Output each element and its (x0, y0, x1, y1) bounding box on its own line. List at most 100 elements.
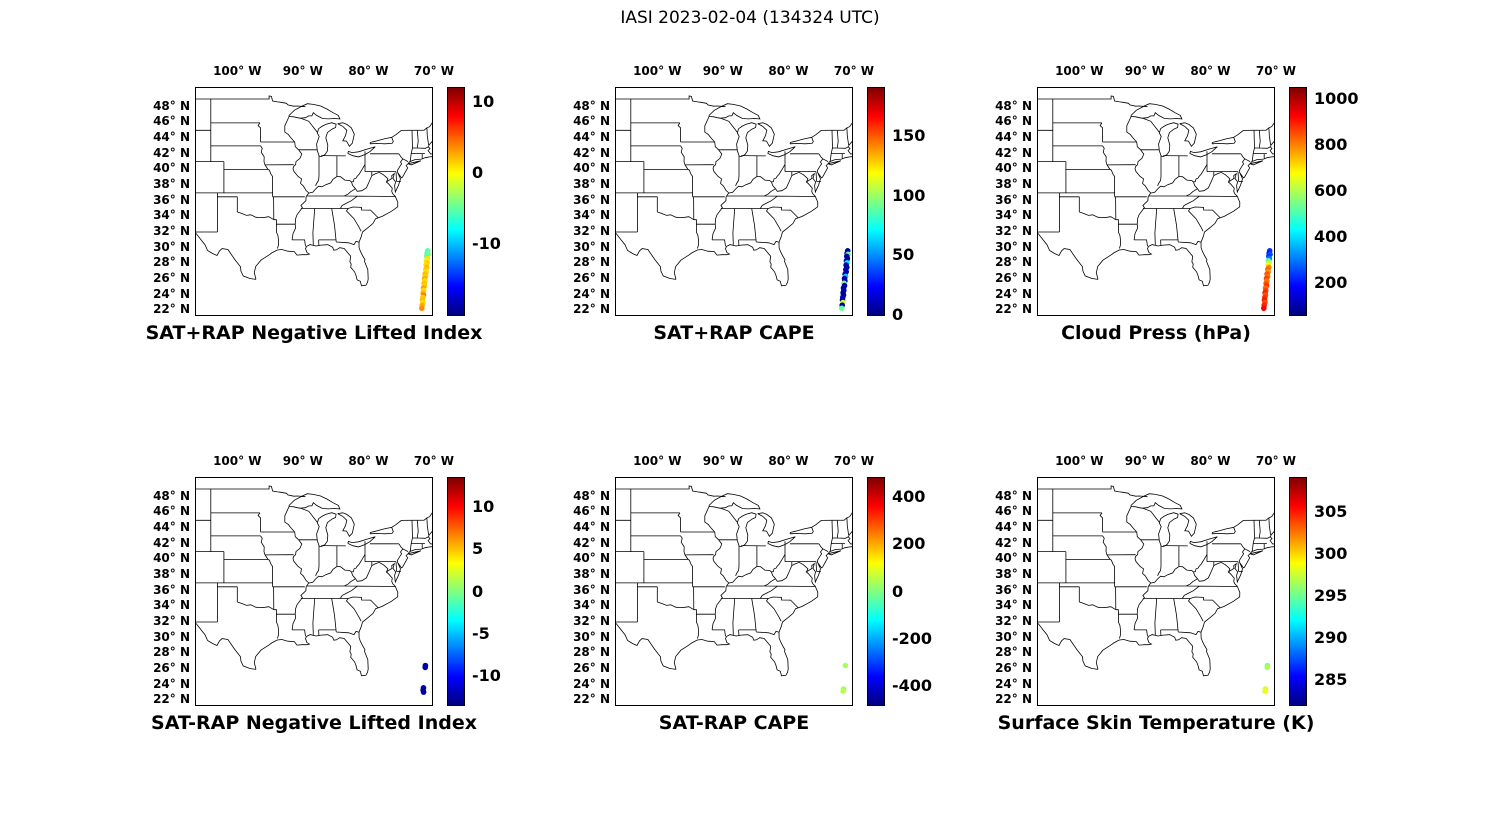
colorbar-gradient (447, 477, 465, 706)
lat-tick-label: 32° N (153, 224, 190, 239)
data-point (840, 688, 846, 695)
lat-tick-label: 38° N (573, 177, 610, 192)
us-map-svg (1038, 485, 1274, 695)
lat-tick-label: 30° N (153, 239, 190, 254)
lon-tick-label: 90° W (702, 64, 743, 78)
lat-tick-label: 42° N (995, 535, 1032, 550)
colorbar-tick-label: 285 (1314, 669, 1348, 689)
data-point (419, 305, 425, 312)
map-panel-sat-rap-neg-li: -10 -5 0 5 10 SAT-RAP Negative Lifted Index … (116, 452, 556, 752)
colorbar-tick-label: 150 (892, 125, 926, 145)
lon-tick-label: 80° W (1190, 454, 1231, 468)
lat-tick-label: 28° N (995, 255, 1032, 270)
colorbar-gradient (1289, 477, 1307, 706)
lat-tick-label: 28° N (153, 645, 190, 660)
colorbar: -10 -5 0 5 10 (447, 477, 552, 706)
lon-tick-label: 100° W (213, 454, 262, 468)
map-panel-cloud-press: 200 400 600 800 1000 Cloud Press (hPa) 100° … (958, 62, 1398, 362)
lat-tick-label: 40° N (573, 161, 610, 176)
lat-tick-label: 26° N (153, 270, 190, 285)
lat-tick-label: 48° N (153, 488, 190, 503)
colorbar-gradient (447, 87, 465, 316)
lat-tick-label: 46° N (573, 114, 610, 129)
lat-tick-label: 38° N (573, 567, 610, 582)
lat-tick-label: 40° N (995, 551, 1032, 566)
lat-tick-label: 42° N (573, 145, 610, 160)
lat-tick-label: 32° N (995, 614, 1032, 629)
lon-tick-label: 80° W (348, 454, 389, 468)
lat-tick-label: 32° N (573, 224, 610, 239)
data-point (1261, 305, 1267, 312)
colorbar-tick-label: 100 (892, 185, 926, 205)
lat-tick-label: 28° N (995, 645, 1032, 660)
lat-tick-label: 30° N (573, 629, 610, 644)
lat-tick-label: 32° N (573, 614, 610, 629)
lat-tick-label: 36° N (153, 582, 190, 597)
map-panel-sat-rap-neg-cape: -400 -200 0 200 400 SAT-RAP CAPE 100° W 90° W… (536, 452, 976, 752)
lat-tick-label: 34° N (995, 598, 1032, 613)
lat-tick-label: 22° N (573, 302, 610, 317)
lat-tick-label: 48° N (153, 98, 190, 113)
panel-title: SAT-RAP CAPE (658, 712, 810, 734)
colorbar-gradient (1289, 87, 1307, 316)
colorbar-gradient (867, 477, 885, 706)
lon-tick-label: 90° W (702, 454, 743, 468)
lon-tick-label: 90° W (282, 454, 323, 468)
panel-title: Surface Skin Temperature (K) (997, 712, 1315, 734)
colorbar-tick-label: -400 (892, 676, 933, 696)
colorbar-tick-label: 0 (472, 163, 484, 183)
lat-tick-label: 34° N (995, 208, 1032, 223)
us-map (195, 87, 433, 316)
lat-tick-label: 44° N (153, 520, 190, 535)
us-map (615, 477, 853, 706)
lat-tick-label: 36° N (995, 582, 1032, 597)
colorbar-tick-label: 0 (892, 581, 904, 601)
state-boundaries (616, 95, 852, 287)
lat-tick-label: 36° N (995, 192, 1032, 207)
figure-title: IASI 2023-02-04 (134324 UTC) (620, 8, 880, 28)
lat-tick-label: 48° N (995, 488, 1032, 503)
us-map (195, 477, 433, 706)
lat-tick-label: 34° N (573, 598, 610, 613)
data-point (422, 664, 428, 671)
us-map (1037, 87, 1275, 316)
lon-tick-label: 80° W (768, 454, 809, 468)
map-panel-sat-rap-pos-cape: 0 50 100 150 SAT+RAP CAPE 100° W 90° W 80° W 7… (536, 62, 976, 362)
lat-tick-label: 46° N (995, 504, 1032, 519)
lat-tick-label: 22° N (153, 302, 190, 317)
colorbar-tick-label: 300 (1314, 543, 1348, 563)
map-panel-skin-temp: 285 290 295 300 305 Surface Skin Temperature… (958, 452, 1398, 752)
lat-tick-label: 38° N (995, 177, 1032, 192)
lon-tick-label: 100° W (633, 64, 682, 78)
colorbar-tick-label: 10 (472, 497, 495, 517)
lat-tick-label: 30° N (995, 629, 1032, 644)
colorbar-tick-label: 0 (472, 581, 484, 601)
lat-tick-label: 22° N (995, 302, 1032, 317)
state-boundaries (1038, 95, 1274, 287)
colorbar-tick-label: -10 (472, 234, 501, 254)
lon-tick-label: 80° W (768, 64, 809, 78)
lat-tick-label: 24° N (573, 286, 610, 301)
lat-tick-label: 38° N (995, 567, 1032, 582)
colorbar-tick-label: 400 (1314, 227, 1348, 247)
lat-tick-label: 26° N (573, 660, 610, 675)
lat-tick-label: 30° N (153, 629, 190, 644)
us-map (615, 87, 853, 316)
lat-tick-label: 26° N (573, 270, 610, 285)
lat-tick-label: 24° N (995, 286, 1032, 301)
lon-tick-label: 70° W (413, 454, 455, 468)
colorbar-tick-label: 400 (892, 486, 926, 506)
lat-tick-label: 46° N (573, 504, 610, 519)
lon-tick-label: 90° W (1124, 64, 1165, 78)
lat-tick-label: 48° N (573, 98, 610, 113)
lat-tick-label: 32° N (153, 614, 190, 629)
lon-tick-label: 70° W (833, 454, 875, 468)
state-boundaries (616, 485, 852, 677)
us-map-svg (616, 485, 852, 695)
lon-tick-label: 80° W (348, 64, 389, 78)
colorbar-tick-label: 200 (892, 534, 926, 554)
lat-tick-label: 36° N (573, 192, 610, 207)
lon-tick-label: 70° W (1255, 454, 1297, 468)
us-map-svg (616, 95, 852, 312)
